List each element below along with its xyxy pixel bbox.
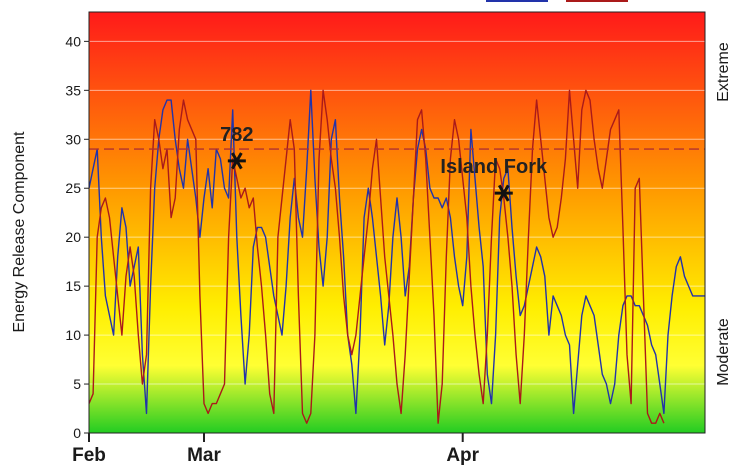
annotation-marker — [494, 184, 513, 202]
y-tick-label: 10 — [65, 327, 81, 343]
y-tick-label: 5 — [73, 376, 81, 392]
y-axis-title: Energy Release Component — [11, 131, 28, 333]
scale-label-moderate: Moderate — [715, 318, 731, 386]
y-tick-label: 30 — [65, 131, 81, 147]
series-line-1 — [89, 89, 705, 415]
y-tick-label: 35 — [65, 82, 81, 98]
y-tick-label: 15 — [65, 278, 81, 294]
y-axis-ticks: 0 5 10 15 20 25 30 35 40 — [65, 33, 89, 441]
annotation-label: 782 — [220, 124, 253, 146]
x-axis-ticks: Feb Mar Apr — [72, 433, 480, 465]
annotation-label: Island Fork — [440, 156, 548, 178]
y-tick-label: 20 — [65, 229, 81, 245]
y-tick-label: 25 — [65, 180, 81, 196]
plot-background — [89, 12, 705, 433]
x-tick-label: Mar — [187, 445, 221, 465]
annotation-marker — [227, 152, 246, 170]
plot-frame — [88, 11, 706, 434]
x-tick-label: Apr — [446, 445, 479, 465]
series-line-2 — [89, 89, 665, 424]
y-tick-label: 40 — [65, 33, 81, 49]
series-lines — [89, 89, 705, 424]
scale-label-extreme: Extreme — [715, 42, 731, 102]
annotations: 782 Island Fork — [220, 124, 548, 202]
y-tick-label: 0 — [73, 425, 81, 441]
x-tick-label: Feb — [72, 445, 106, 465]
